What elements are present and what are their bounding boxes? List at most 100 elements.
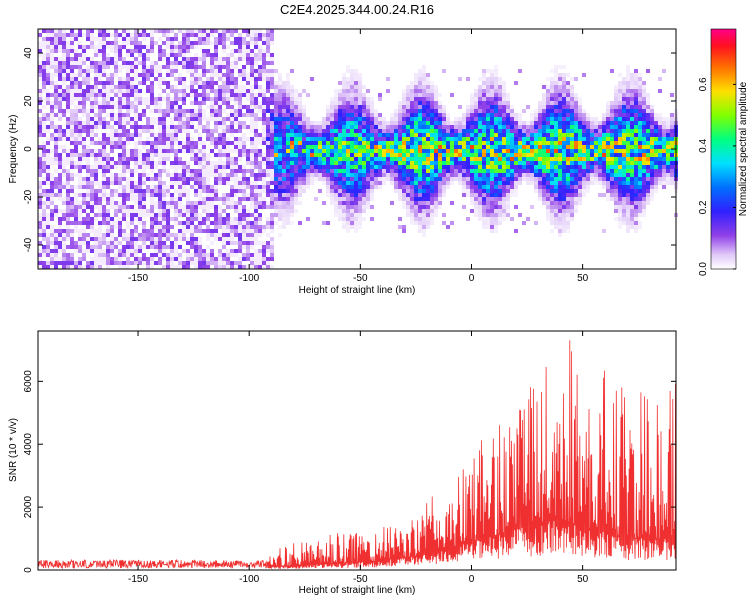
spectrogram-cell	[422, 233, 426, 237]
spectrogram-cell	[414, 137, 418, 141]
spectrogram-cell	[202, 201, 206, 205]
spectrogram-cell	[486, 89, 490, 93]
spectrogram-cell	[38, 161, 42, 165]
spectrogram-cell	[110, 249, 114, 253]
spectrogram-heatmap	[38, 29, 678, 269]
spectrogram-cell	[442, 161, 446, 165]
spectrogram-cell	[350, 205, 354, 209]
spectrogram-cell	[410, 213, 414, 217]
spectrogram-cell	[530, 205, 534, 209]
spectrogram-cell	[418, 193, 422, 197]
spectrogram-cell	[178, 73, 182, 77]
spectrogram-cell	[494, 85, 498, 89]
spectrogram-cell	[286, 209, 290, 213]
spectrogram-cell	[170, 41, 174, 45]
spectrogram-cell	[426, 101, 430, 105]
spectrogram-cell	[254, 33, 258, 37]
spectrogram-cell	[470, 121, 474, 125]
spectrogram-cell	[314, 173, 318, 177]
spectrogram-cell	[378, 93, 382, 97]
spectrogram-cell	[478, 117, 482, 121]
spectrogram-cell	[98, 137, 102, 141]
spectrogram-cell	[254, 217, 258, 221]
spectrogram-cell	[354, 117, 358, 121]
spectrogram-cell	[114, 57, 118, 61]
spectrogram-cell	[154, 173, 158, 177]
spectrogram-cell	[86, 185, 90, 189]
spectrogram-cell	[226, 61, 230, 65]
spectrogram-cell	[118, 97, 122, 101]
spectrogram-cell	[114, 45, 118, 49]
spectrogram-cell	[350, 121, 354, 125]
spectrogram-cell	[118, 65, 122, 69]
spectrogram-cell	[562, 113, 566, 117]
spectrogram-cell	[266, 201, 270, 205]
spectrogram-cell	[498, 129, 502, 133]
spectrogram-cell	[370, 217, 374, 221]
spectrogram-cell	[278, 85, 282, 89]
spectrogram-cell	[362, 125, 366, 129]
spectrogram-cell	[98, 109, 102, 113]
spectrogram-cell	[350, 193, 354, 197]
spectrogram-cell	[46, 237, 50, 241]
spectrogram-cell	[414, 185, 418, 189]
spectrogram-cell	[402, 109, 406, 113]
spectrogram-cell	[426, 117, 430, 121]
spectrogram-cell	[242, 181, 246, 185]
spectrogram-cell	[306, 181, 310, 185]
spectrogram-cell	[54, 57, 58, 61]
spectrogram-cell	[526, 153, 530, 157]
spectrogram-cell	[178, 189, 182, 193]
spectrogram-cell	[290, 101, 294, 105]
spectrogram-cell	[490, 161, 494, 165]
spectrogram-cell	[398, 125, 402, 129]
spectrogram-cell	[442, 137, 446, 141]
spectrogram-cell	[470, 97, 474, 101]
spectrogram-cell	[106, 225, 110, 229]
spectrogram-cell	[222, 85, 226, 89]
spectrogram-cell	[478, 145, 482, 149]
spectrogram-cell	[166, 201, 170, 205]
spectrogram-cell	[282, 109, 286, 113]
spectrogram-cell	[262, 189, 266, 193]
spectrogram-cell	[338, 101, 342, 105]
spectrogram-cell	[366, 165, 370, 169]
spectrogram-cell	[422, 85, 426, 89]
spectrogram-cell	[506, 205, 510, 209]
spectrogram-cell	[358, 181, 362, 185]
spectrogram-cell	[198, 109, 202, 113]
spectrogram-cell	[430, 129, 434, 133]
spectrogram-cell	[450, 181, 454, 185]
spectrogram-cell	[498, 121, 502, 125]
spectrogram-cell	[278, 97, 282, 101]
spectrogram-cell	[106, 233, 110, 237]
spectrogram-cell	[434, 153, 438, 157]
spectrogram-cell	[330, 185, 334, 189]
spectrogram-cell	[206, 125, 210, 129]
spectrogram-cell	[326, 125, 330, 129]
spectrogram-cell	[402, 141, 406, 145]
spectrogram-cell	[146, 261, 150, 265]
spectrogram-cell	[122, 145, 126, 149]
spectrogram-cell	[162, 109, 166, 113]
spectrogram-cell	[90, 125, 94, 129]
spectrogram-cell	[142, 129, 146, 133]
spectrogram-cell	[254, 93, 258, 97]
spectrogram-cell	[198, 93, 202, 97]
spectrogram-cell	[538, 149, 542, 153]
spectrogram-cell	[434, 93, 438, 97]
spectrogram-cell	[450, 173, 454, 177]
spectrogram-cell	[42, 265, 46, 269]
spectrogram-cell	[334, 197, 338, 201]
spectrogram-cell	[558, 105, 562, 109]
spectrogram-cell	[558, 113, 562, 117]
spectrogram-cell	[170, 245, 174, 249]
spectrogram-cell	[182, 249, 186, 253]
spectrogram-cell	[390, 145, 394, 149]
spectrogram-cell	[162, 153, 166, 157]
spectrogram-cell	[390, 173, 394, 177]
spectrogram-cell	[178, 129, 182, 133]
spectrogram-cell	[494, 125, 498, 129]
spectrogram-cell	[266, 129, 270, 133]
spectrogram-cell	[166, 137, 170, 141]
